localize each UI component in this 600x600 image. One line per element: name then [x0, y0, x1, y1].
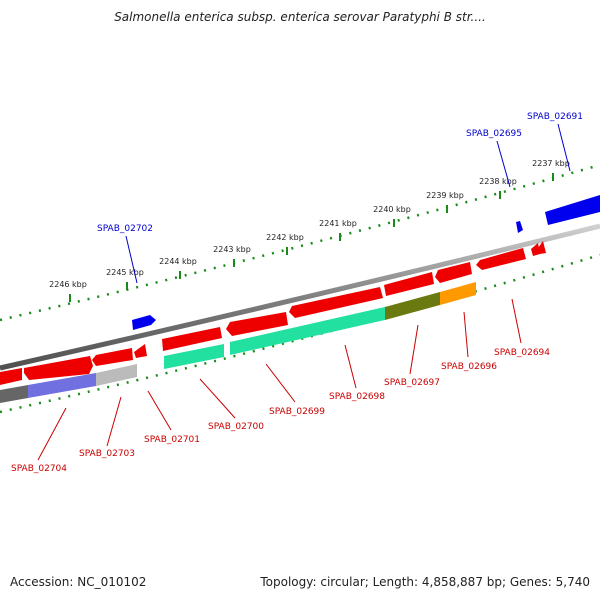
gene-label[interactable]: SPAB_02691 — [527, 112, 583, 122]
track-segment[interactable] — [28, 373, 96, 398]
leader-line — [147, 390, 172, 431]
track-segment[interactable] — [440, 282, 476, 305]
gene-arrow[interactable] — [226, 312, 288, 336]
track-segment[interactable] — [385, 292, 440, 320]
gene-arrow[interactable] — [516, 221, 523, 233]
gene-label[interactable]: SPAB_02697 — [384, 378, 440, 388]
gene-label[interactable]: SPAB_02694 — [494, 348, 550, 358]
accession-text: Accession: NC_010102 — [10, 575, 147, 589]
reverse-genes — [0, 241, 546, 385]
gene-label[interactable]: SPAB_02703 — [79, 449, 135, 459]
tick-label: 2240 kbp — [373, 205, 411, 214]
leader-line — [496, 140, 511, 188]
forward-genes — [132, 195, 600, 330]
gene-arrow[interactable] — [162, 327, 222, 351]
tick-label: 2245 kbp — [106, 268, 144, 277]
gene-label[interactable]: SPAB_02695 — [466, 129, 522, 139]
track-segment[interactable] — [96, 364, 137, 386]
gene-arrow[interactable] — [24, 356, 93, 380]
gene-arrow[interactable] — [92, 348, 133, 366]
tick-label: 2239 kbp — [426, 191, 464, 200]
leader-line — [511, 298, 522, 344]
leader-line — [463, 311, 469, 358]
tick-label: 2242 kbp — [266, 233, 304, 242]
gene-label[interactable]: SPAB_02700 — [208, 422, 264, 432]
leader-line — [409, 324, 419, 375]
gene-label[interactable]: SPAB_02699 — [269, 407, 325, 417]
leader-line — [37, 407, 67, 461]
gene-arrow[interactable] — [289, 287, 383, 318]
gene-arrow[interactable] — [435, 262, 472, 283]
tick-label: 2244 kbp — [159, 257, 197, 266]
tick-label: 2243 kbp — [213, 245, 251, 254]
gene-label[interactable]: SPAB_02704 — [11, 464, 67, 474]
gene-arrow[interactable] — [476, 248, 526, 270]
tick-label: 2237 kbp — [532, 159, 570, 168]
leader-line — [344, 344, 357, 389]
leader-line — [125, 235, 138, 284]
gene-labels: SPAB_02702 SPAB_02695 SPAB_02691 SPAB_02704… — [11, 112, 583, 474]
genome-stats-text: Topology: circular; Length: 4,858,887 bp… — [260, 575, 590, 589]
gene-label[interactable]: SPAB_02696 — [441, 362, 497, 372]
kbp-ticks: 2246 kbp 2245 kbp 2244 kbp 2243 kbp 2242 kbp… — [49, 159, 570, 302]
gene-arrow[interactable] — [545, 195, 600, 225]
label-leader-lines — [37, 123, 571, 461]
tick-label: 2241 kbp — [319, 219, 357, 228]
gene-arrow[interactable] — [132, 315, 156, 330]
feature-track — [0, 282, 476, 403]
gene-label[interactable]: SPAB_02702 — [97, 224, 153, 234]
gene-arrow[interactable] — [134, 344, 147, 358]
track-segment[interactable] — [230, 307, 385, 355]
leader-line — [265, 363, 296, 403]
tick-label: 2238 kbp — [479, 177, 517, 186]
gene-arrow[interactable] — [538, 241, 546, 254]
gene-label[interactable]: SPAB_02698 — [329, 392, 385, 402]
gene-arrow[interactable] — [0, 368, 22, 385]
leader-line — [199, 378, 236, 419]
genome-backbone — [0, 223, 600, 371]
leader-line — [106, 396, 122, 447]
track-segment[interactable] — [0, 385, 28, 403]
gene-label[interactable]: SPAB_02701 — [144, 435, 200, 445]
gene-arrow[interactable] — [531, 243, 540, 256]
leader-line — [557, 123, 571, 172]
tick-label: 2246 kbp — [49, 280, 87, 289]
gene-arrow[interactable] — [384, 272, 434, 296]
map-title: Salmonella enterica subsp. enterica sero… — [114, 10, 486, 24]
track-segment[interactable] — [164, 344, 224, 369]
